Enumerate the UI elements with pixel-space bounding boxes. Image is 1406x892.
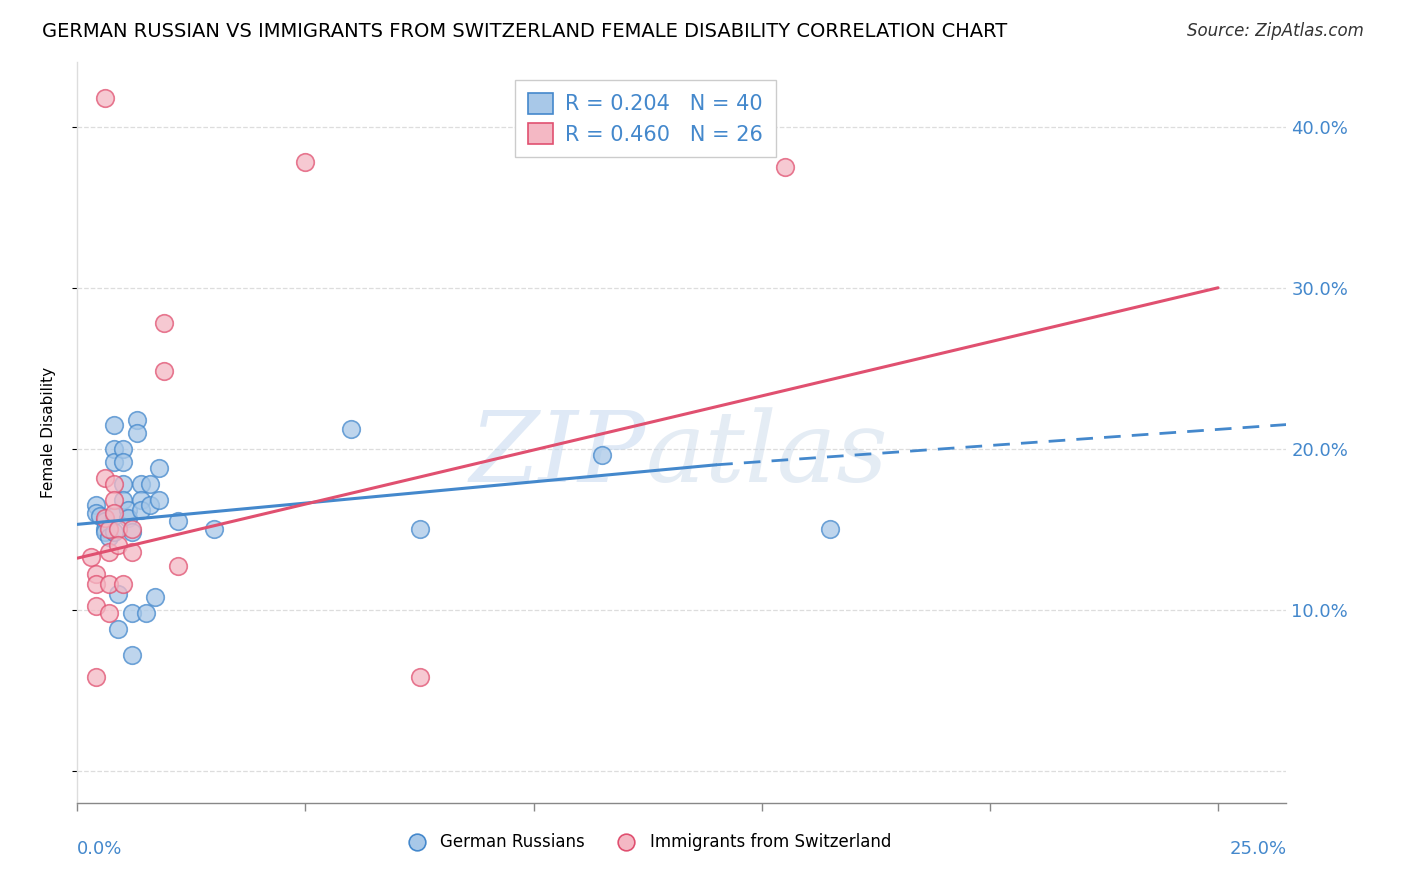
Point	[408, 522, 430, 536]
Point	[117, 503, 139, 517]
Point	[125, 413, 148, 427]
Point	[166, 559, 188, 574]
Point	[84, 599, 107, 614]
Point	[93, 514, 115, 528]
Point	[166, 514, 188, 528]
Point	[111, 477, 134, 491]
Point	[98, 545, 121, 559]
Point	[103, 477, 125, 491]
Point	[121, 525, 143, 540]
Point	[129, 477, 152, 491]
Y-axis label: Female Disability: Female Disability	[42, 367, 56, 499]
Point	[107, 586, 129, 600]
Point	[143, 590, 166, 604]
Point	[84, 567, 107, 582]
Point	[117, 511, 139, 525]
Text: atlas: atlas	[645, 407, 889, 502]
Point	[121, 606, 143, 620]
Point	[84, 577, 107, 591]
Point	[148, 461, 170, 475]
Point	[103, 493, 125, 508]
Point	[103, 417, 125, 432]
Point	[294, 155, 316, 169]
Point	[107, 622, 129, 636]
Point	[93, 522, 115, 536]
Point	[84, 498, 107, 512]
Point	[818, 522, 841, 536]
Point	[153, 364, 176, 378]
Text: ZIP: ZIP	[470, 407, 645, 502]
Legend: German Russians, Immigrants from Switzerland: German Russians, Immigrants from Switzer…	[394, 826, 898, 857]
Point	[111, 577, 134, 591]
Point	[103, 454, 125, 468]
Point	[103, 506, 125, 520]
Point	[89, 509, 111, 524]
Point	[129, 503, 152, 517]
Point	[80, 549, 103, 564]
Point	[107, 522, 129, 536]
Point	[84, 670, 107, 684]
Point	[135, 606, 157, 620]
Point	[121, 545, 143, 559]
Point	[148, 493, 170, 508]
Point	[591, 448, 613, 462]
Point	[121, 648, 143, 662]
Text: 0.0%: 0.0%	[77, 840, 122, 858]
Point	[93, 511, 115, 525]
Point	[139, 477, 162, 491]
Point	[103, 525, 125, 540]
Point	[121, 522, 143, 536]
Point	[98, 606, 121, 620]
Point	[202, 522, 225, 536]
Point	[107, 538, 129, 552]
Point	[98, 530, 121, 544]
Point	[98, 522, 121, 536]
Point	[773, 160, 796, 174]
Point	[125, 425, 148, 440]
Point	[408, 670, 430, 684]
Point	[111, 454, 134, 468]
Point	[340, 422, 363, 436]
Point	[103, 442, 125, 456]
Point	[111, 493, 134, 508]
Point	[111, 442, 134, 456]
Point	[129, 493, 152, 508]
Text: Source: ZipAtlas.com: Source: ZipAtlas.com	[1187, 22, 1364, 40]
Point	[93, 91, 115, 105]
Point	[103, 509, 125, 524]
Point	[93, 525, 115, 540]
Point	[139, 498, 162, 512]
Point	[153, 316, 176, 330]
Point	[84, 506, 107, 520]
Text: 25.0%: 25.0%	[1229, 840, 1286, 858]
Point	[93, 471, 115, 485]
Text: GERMAN RUSSIAN VS IMMIGRANTS FROM SWITZERLAND FEMALE DISABILITY CORRELATION CHAR: GERMAN RUSSIAN VS IMMIGRANTS FROM SWITZE…	[42, 22, 1008, 41]
Point	[98, 577, 121, 591]
